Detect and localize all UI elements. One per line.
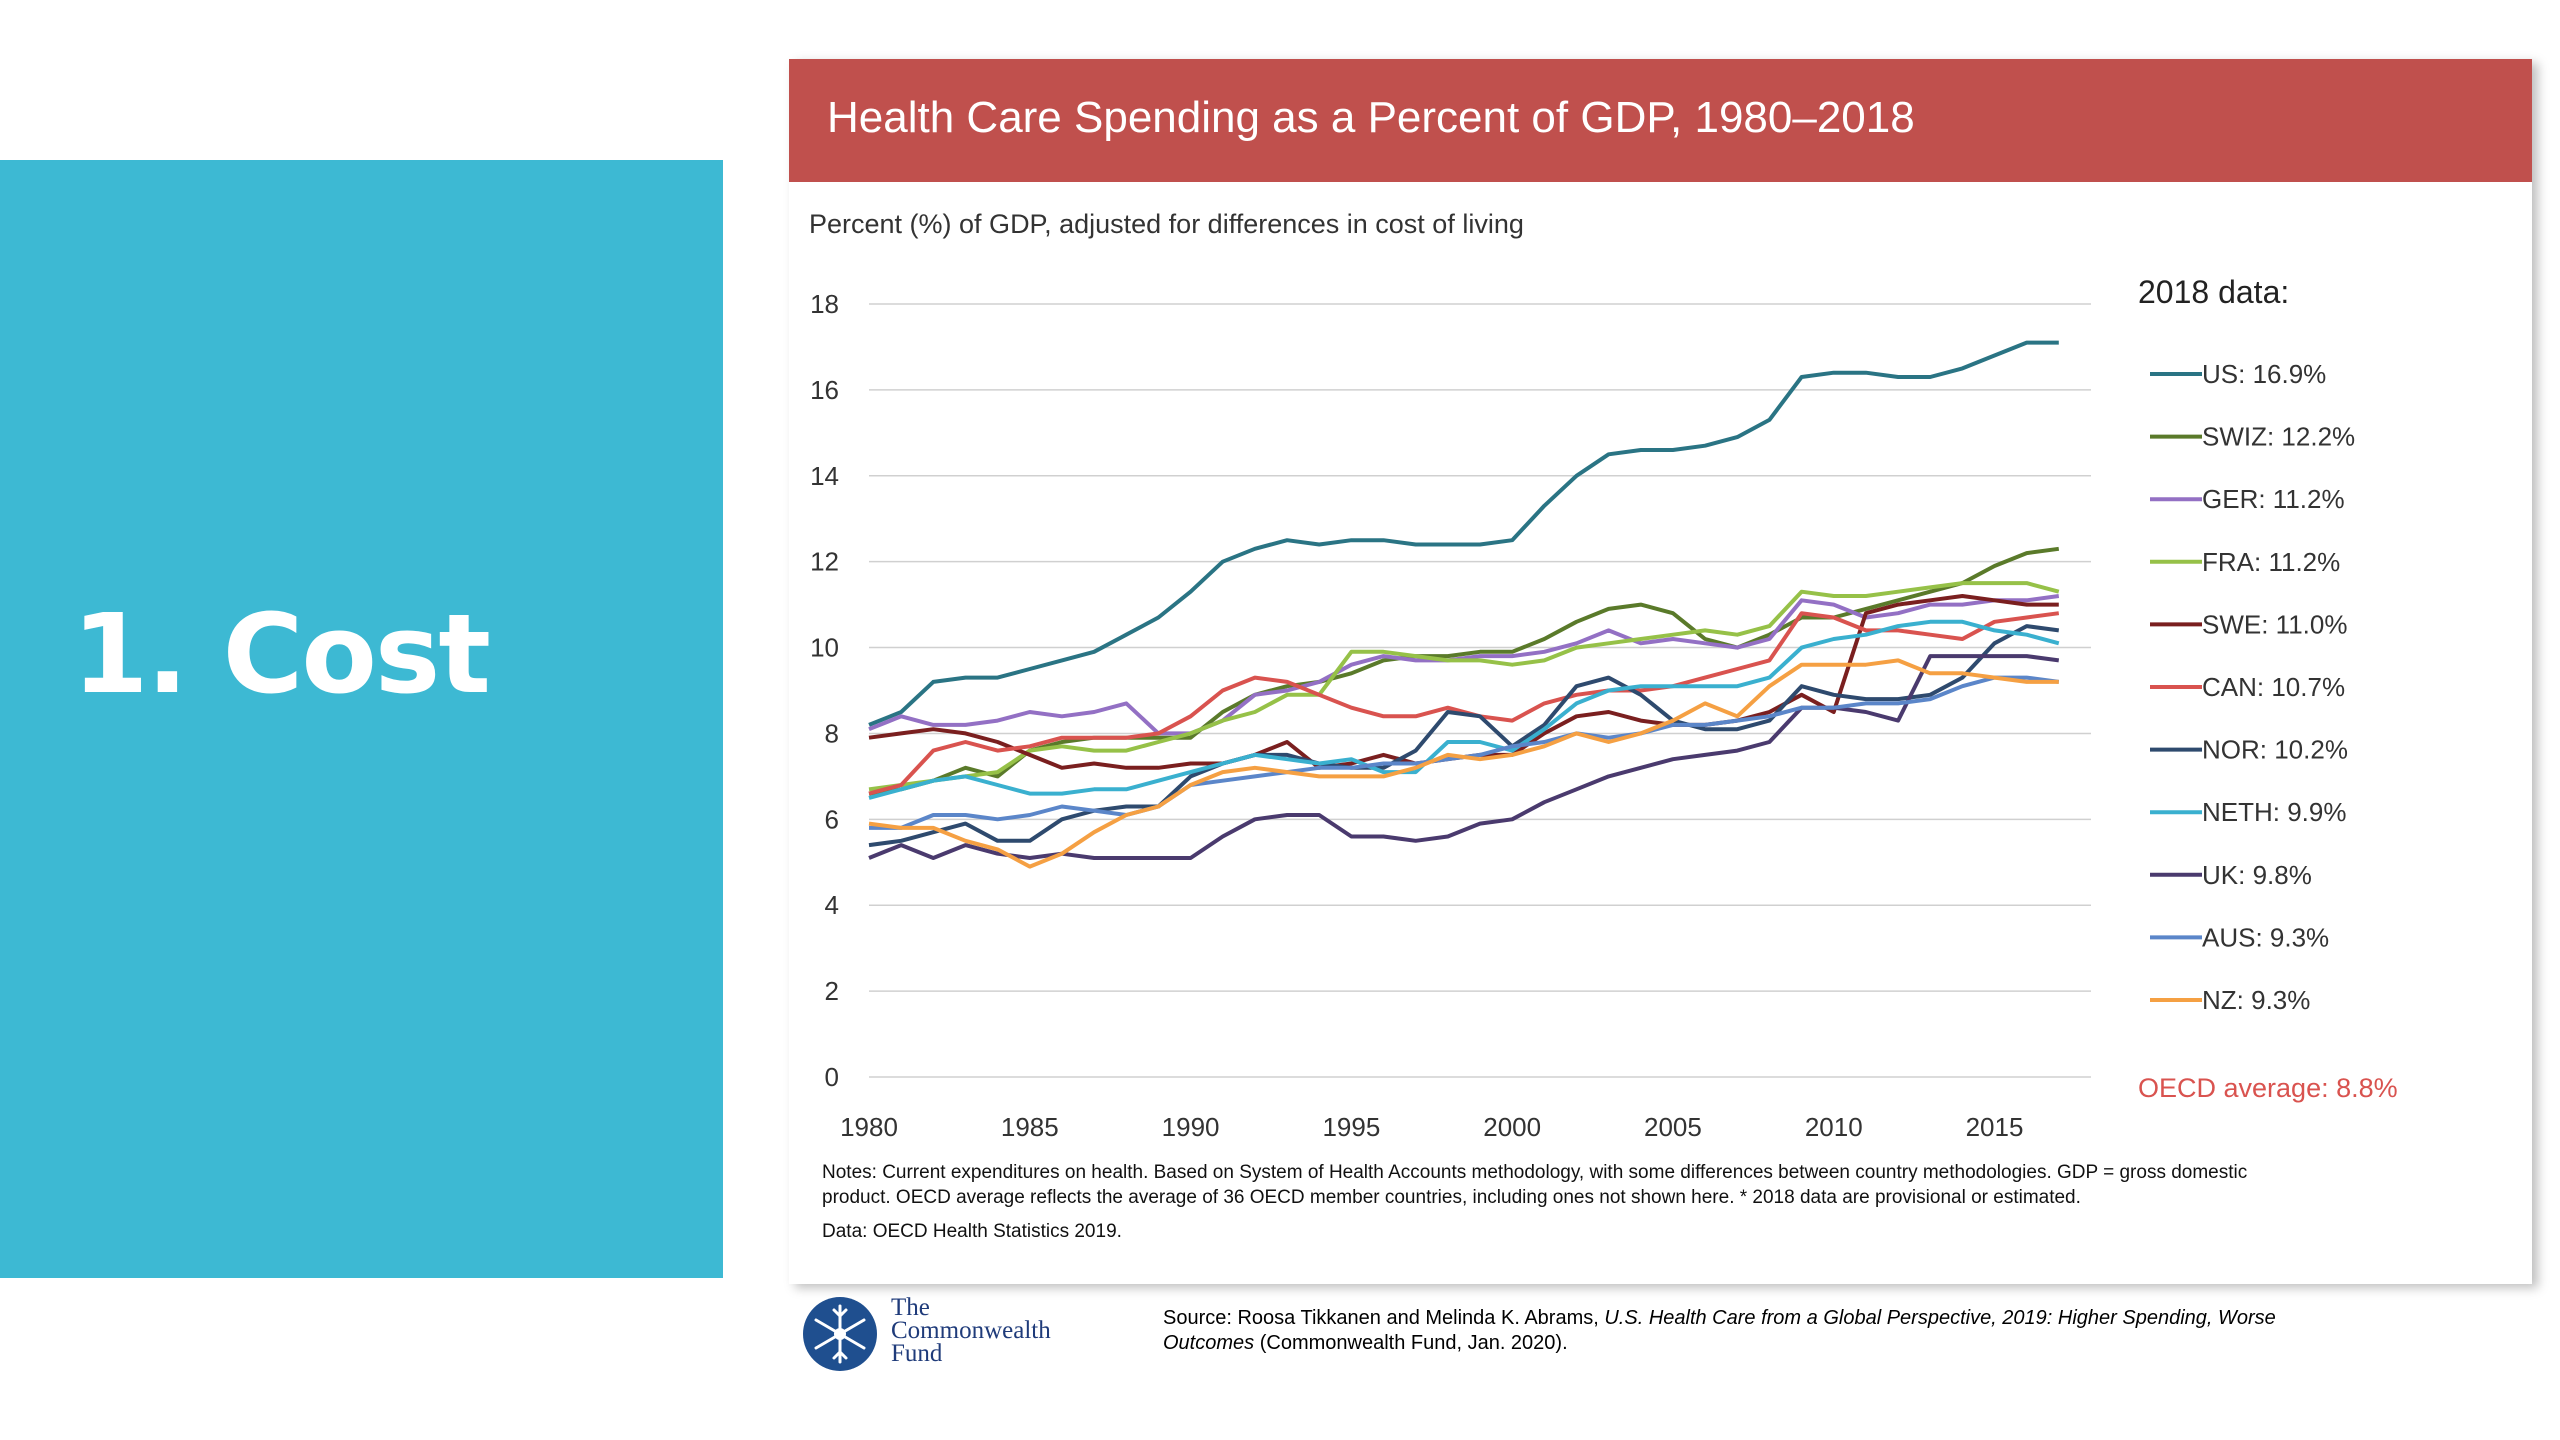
y-tick-label: 12 [810,547,839,577]
series-line-nz [868,658,2059,869]
source-suffix: (Commonwealth Fund, Jan. 2020). [1254,1332,1568,1354]
logo-wordmark: The Commonwealth Fund [891,1294,1051,1367]
x-tick-label: 2015 [1966,1112,2024,1142]
chart-figure: Health Care Spending as a Percent of GDP… [789,59,2532,1284]
chart-header-bar: Health Care Spending as a Percent of GDP… [789,59,2532,182]
source-title: U.S. Health Care from a Global Perspecti… [1604,1307,2276,1329]
slide-title: 1. Cost [72,590,491,718]
legend-item-us: US: 16.9% [2202,359,2326,389]
x-tick-label: 1985 [1001,1112,1059,1142]
legend-item-fra: FRA: 11.2% [2202,547,2340,577]
y-tick-label: 8 [825,718,839,748]
x-tick-label: 1990 [1162,1112,1220,1142]
series-line-neth [868,619,2060,800]
y-tick-label: 4 [825,890,839,920]
legend-item-swiz: SWIZ: 12.2% [2202,422,2355,452]
legend-title: 2018 data: [2138,274,2289,310]
series-line-us [868,340,2059,727]
x-tick-label: 2005 [1644,1112,1702,1142]
series-line-fra [868,581,2060,792]
legend-item-aus: AUS: 9.3% [2202,922,2329,952]
y-tick-label: 10 [810,633,839,663]
legend-item-can: CAN: 10.7% [2202,672,2345,702]
legend-item-nz: NZ: 9.3% [2202,985,2310,1015]
logo-line-1: The [891,1294,930,1321]
legend-item-neth: NETH: 9.9% [2202,797,2347,827]
x-axis-ticks: 1980 1985 1990 1995 2000 2005 2010 2015 [840,1112,2023,1142]
legend-item-swe: SWE: 11.0% [2202,609,2347,639]
series-line-can [868,611,2060,796]
source-title-2: Outcomes [1163,1332,1255,1354]
y-tick-label: 6 [825,804,839,834]
x-tick-label: 1980 [840,1112,898,1142]
x-tick-label: 1995 [1322,1112,1380,1142]
slide-side-panel [0,160,723,1278]
oecd-average-label: OECD average: 8.8% [2138,1073,2398,1103]
y-tick-label: 0 [825,1062,839,1092]
legend-item-nor: NOR: 10.2% [2202,735,2348,765]
notes-line-1: Notes: Current expenditures on health. B… [822,1162,2247,1183]
series-lines [868,340,2060,869]
logo-line-3: Fund [891,1340,943,1367]
y-tick-label: 14 [810,461,839,491]
y-tick-label: 16 [810,375,839,405]
logo-line-2: Commonwealth [891,1317,1051,1344]
legend-item-ger: GER: 11.2% [2202,484,2345,514]
notes-line-3: Data: OECD Health Statistics 2019. [822,1221,1122,1242]
x-tick-label: 2000 [1483,1112,1541,1142]
gridlines [869,303,2091,1078]
source-prefix: Source: Roosa Tikkanen and Melinda K. Ab… [1163,1307,1605,1329]
series-line-nor [868,624,2060,848]
snowflake-icon [803,1297,877,1371]
y-tick-label: 2 [825,976,839,1006]
series-line-swiz [868,546,2060,796]
source-citation: Source: Roosa Tikkanen and Melinda K. Ab… [1163,1306,2423,1356]
legend: US: 16.9% SWIZ: 12.2% GER: 11.2% FRA: 11.2%… [2150,359,2355,1015]
line-chart: Percent (%) of GDP, adjusted for differe… [809,209,2398,1242]
series-line-ger [868,594,2060,736]
chart-title: Health Care Spending as a Percent of GDP… [827,93,1915,142]
series-line-uk [868,654,2060,860]
y-axis-ticks: 0 2 4 6 8 10 12 14 16 18 [810,289,839,1092]
legend-item-uk: UK: 9.8% [2202,860,2312,890]
chart-subtitle: Percent (%) of GDP, adjusted for differe… [809,209,1524,239]
notes-line-2: product. OECD average reflects the avera… [822,1187,2081,1208]
x-tick-label: 2010 [1805,1112,1863,1142]
y-tick-label: 18 [810,289,839,319]
